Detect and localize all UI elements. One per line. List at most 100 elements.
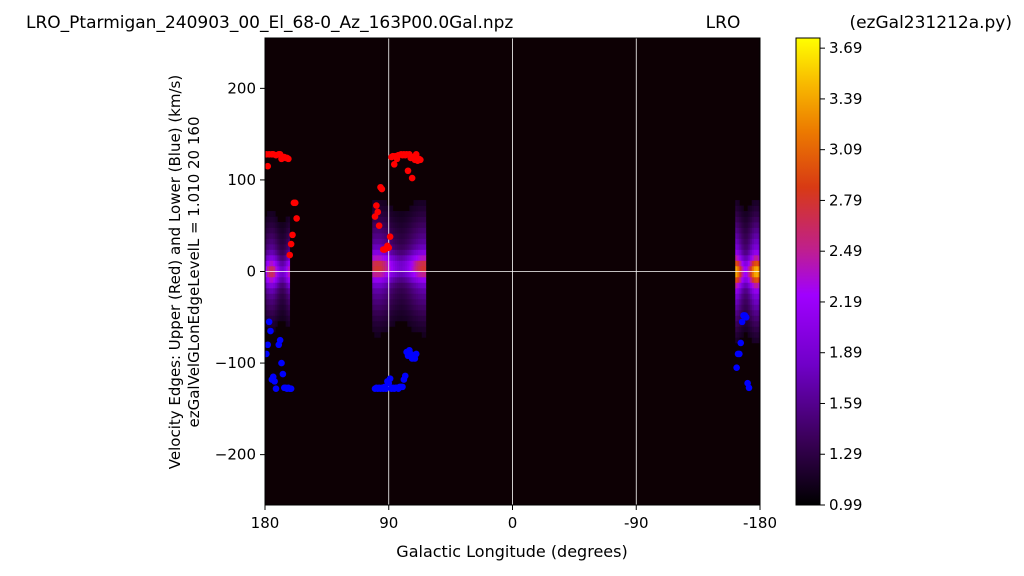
heatmap-cell xyxy=(745,216,748,223)
heatmap-cell xyxy=(271,260,274,267)
heatmap-cell xyxy=(751,238,755,245)
heatmap-cell xyxy=(388,222,392,228)
heatmap-cell xyxy=(739,255,742,261)
y-tick-label: 200 xyxy=(227,79,256,97)
heatmap-cell xyxy=(747,282,750,289)
heatmap-cell xyxy=(749,205,753,212)
heatmap-cell xyxy=(386,271,390,278)
heatmap-cell xyxy=(269,238,272,245)
heatmap-cell xyxy=(753,331,757,338)
heatmap-cell xyxy=(737,227,740,234)
heatmap-cell xyxy=(419,304,423,311)
heatmap-cell xyxy=(403,211,406,217)
heatmap-cell xyxy=(394,271,398,278)
heatmap-cell xyxy=(273,293,276,300)
heatmap-cell xyxy=(279,293,282,300)
heatmap-cell xyxy=(382,304,385,311)
heatmap-cell xyxy=(372,304,375,311)
heatmap-cell xyxy=(735,260,738,267)
heatmap-cell xyxy=(265,304,268,311)
heatmap-cell xyxy=(745,293,748,300)
heatmap-cell xyxy=(407,211,410,217)
lower-edge-point xyxy=(279,370,287,378)
heatmap-cell xyxy=(737,337,740,344)
heatmap-cell xyxy=(419,211,423,217)
heatmap-cell xyxy=(401,309,404,316)
heatmap-cell xyxy=(753,216,757,223)
heatmap-cell xyxy=(287,222,291,228)
heatmap-cell xyxy=(735,216,738,223)
heatmap-cell xyxy=(285,233,288,239)
heatmap-cell xyxy=(755,244,759,250)
heatmap-cell xyxy=(285,271,288,278)
heatmap-cell xyxy=(384,298,387,305)
heatmap-cell xyxy=(265,227,268,234)
heatmap-cell xyxy=(755,227,759,234)
heatmap-cell xyxy=(405,309,408,316)
heatmap-cell xyxy=(735,200,738,206)
heatmap-cell xyxy=(397,276,400,283)
heatmap-cell xyxy=(279,266,282,272)
heatmap-cell xyxy=(413,266,416,272)
heatmap-cell xyxy=(421,304,425,311)
heatmap-cell xyxy=(376,244,379,250)
heatmap-cell xyxy=(419,276,423,283)
heatmap-cell xyxy=(745,249,748,256)
heatmap-cell xyxy=(386,266,390,272)
heatmap-cell xyxy=(269,309,272,316)
heatmap-cell xyxy=(277,260,280,267)
heatmap-cell xyxy=(273,211,276,217)
heatmap-cell xyxy=(737,282,740,289)
heatmap-cell xyxy=(403,244,406,250)
heatmap-cell xyxy=(273,244,276,250)
heatmap-cell xyxy=(275,315,278,322)
heatmap-cell xyxy=(275,287,278,294)
heatmap-cell xyxy=(382,222,385,228)
chart-title-left: LRO_Ptarmigan_240903_00_El_68-0_Az_163P0… xyxy=(26,13,513,33)
heatmap-cell xyxy=(421,200,425,206)
heatmap-cell xyxy=(386,293,390,300)
heatmap-cell xyxy=(757,211,760,217)
heatmap-cell xyxy=(747,233,750,239)
heatmap-cell xyxy=(755,287,759,294)
heatmap-cell xyxy=(390,271,394,278)
heatmap-cell xyxy=(421,216,425,223)
heatmap-cell xyxy=(390,293,394,300)
heatmap-cell xyxy=(749,233,753,239)
heatmap-cell xyxy=(423,331,427,338)
heatmap-cell xyxy=(386,315,390,322)
heatmap-cell xyxy=(755,211,759,217)
heatmap-cell xyxy=(749,309,753,316)
heatmap-cell xyxy=(273,238,276,245)
heatmap-cell xyxy=(390,309,394,316)
heatmap-cell xyxy=(741,326,744,333)
heatmap-cell xyxy=(265,244,268,250)
heatmap-cell xyxy=(372,266,375,272)
heatmap-cell xyxy=(390,227,394,234)
heatmap-cell xyxy=(277,255,280,261)
heatmap-cell xyxy=(265,282,268,289)
heatmap-cell xyxy=(283,315,286,322)
heatmap-cell xyxy=(390,205,394,212)
heatmap-cell xyxy=(378,260,381,267)
heatmap-cell xyxy=(735,276,738,283)
heatmap-cell xyxy=(415,266,418,272)
heatmap-cell xyxy=(403,255,406,261)
heatmap-cell xyxy=(378,249,381,256)
heatmap-cell xyxy=(269,255,272,261)
heatmap-cell xyxy=(372,309,375,316)
heatmap-cell xyxy=(735,249,738,256)
lower-edge-point xyxy=(742,313,750,321)
heatmap-cell xyxy=(273,287,276,294)
heatmap-cell xyxy=(397,222,400,228)
heatmap-cell xyxy=(743,238,746,245)
heatmap-cell xyxy=(273,276,276,283)
heatmap-cell xyxy=(279,244,282,250)
heatmap-cell xyxy=(271,238,274,245)
heatmap-cell xyxy=(267,211,270,217)
heatmap-cell xyxy=(388,320,392,327)
heatmap-cell xyxy=(399,216,402,223)
heatmap-cell xyxy=(277,287,280,294)
heatmap-cell xyxy=(283,287,286,294)
heatmap-cell xyxy=(421,293,425,300)
